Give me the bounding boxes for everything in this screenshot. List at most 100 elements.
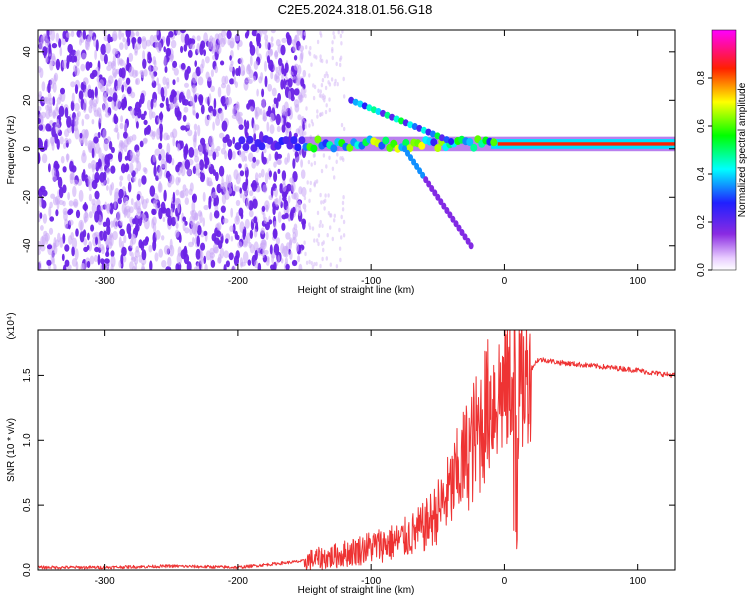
- noise-speckle: [319, 192, 322, 198]
- noise-speckle: [229, 225, 234, 232]
- noise-speckle: [248, 210, 254, 218]
- noise-speckle: [302, 69, 307, 78]
- noise-speckle: [135, 121, 139, 129]
- noise-speckle: [299, 52, 304, 64]
- upper-branch-blob: [416, 124, 423, 132]
- noise-speckle: [182, 184, 187, 192]
- noise-speckle: [38, 124, 44, 131]
- noise-speckle: [205, 142, 210, 153]
- noise-speckle: [175, 176, 180, 186]
- noise-speckle: [327, 193, 330, 198]
- noise-speckle: [264, 75, 268, 88]
- noise-speckle: [165, 266, 172, 270]
- noise-speckle: [44, 38, 50, 47]
- noise-speckle: [180, 31, 185, 43]
- noise-speckle: [182, 216, 187, 222]
- noise-speckle: [125, 77, 131, 86]
- noise-speckle: [220, 96, 226, 105]
- noise-speckle: [102, 128, 107, 141]
- noise-speckle: [310, 261, 313, 266]
- noise-speckle: [211, 191, 218, 199]
- noise-speckle: [93, 36, 97, 47]
- noise-speckle: [74, 122, 77, 132]
- noise-speckle: [342, 76, 345, 82]
- lower-branch-blob: [453, 220, 459, 228]
- noise-speckle: [167, 181, 172, 188]
- noise-speckle: [290, 95, 295, 102]
- noise-speckle: [307, 159, 311, 165]
- noise-speckle: [183, 99, 189, 106]
- band-blob: [238, 136, 246, 145]
- noise-speckle: [310, 119, 314, 124]
- noise-speckle: [158, 153, 162, 161]
- noise-speckle: [254, 249, 258, 261]
- noise-speckle: [80, 221, 83, 233]
- lower-branch-blob: [411, 158, 417, 166]
- noise-speckle: [304, 121, 307, 126]
- noise-speckle: [281, 124, 286, 133]
- noise-speckle: [247, 259, 252, 266]
- upper-branch-blob: [434, 132, 441, 140]
- noise-speckle: [275, 237, 281, 245]
- noise-speckle: [64, 218, 69, 229]
- noise-speckle: [248, 99, 254, 106]
- band-blob: [490, 138, 498, 147]
- noise-speckle: [317, 233, 321, 238]
- noise-speckle: [165, 77, 170, 86]
- noise-speckle: [225, 238, 229, 244]
- noise-speckle: [154, 39, 159, 50]
- noise-speckle: [91, 198, 96, 206]
- noise-speckle: [155, 128, 161, 140]
- noise-speckle: [339, 62, 342, 68]
- noise-speckle: [195, 66, 201, 77]
- noise-speckle: [337, 30, 340, 35]
- noise-speckle: [79, 132, 83, 139]
- noise-speckle: [270, 30, 276, 34]
- spectrogram-xlabel: Height of straight line (km): [298, 285, 415, 296]
- noise-speckle: [97, 158, 102, 168]
- noise-speckle: [329, 225, 332, 230]
- noise-speckle: [114, 48, 119, 54]
- noise-speckle: [59, 136, 64, 145]
- noise-speckle: [137, 178, 142, 188]
- noise-speckle: [151, 111, 156, 119]
- noise-speckle: [158, 166, 163, 177]
- colorbar-ticks: 0.0 0.2 0.4 0.6 0.8: [696, 71, 712, 277]
- band-blob: [418, 141, 426, 150]
- noise-speckle: [147, 51, 152, 61]
- noise-speckle: [64, 137, 69, 144]
- noise-speckle: [261, 98, 266, 109]
- noise-speckle: [135, 31, 140, 37]
- x-tick-label: -100: [361, 276, 381, 287]
- upper-branch-blob: [389, 113, 396, 121]
- noise-speckle: [68, 219, 74, 226]
- noise-speckle: [152, 154, 157, 163]
- noise-speckle: [317, 241, 320, 247]
- noise-speckle: [175, 30, 182, 36]
- noise-speckle: [316, 39, 320, 45]
- noise-speckle: [194, 223, 199, 232]
- noise-speckle: [208, 93, 212, 104]
- noise-speckle: [284, 101, 289, 112]
- noise-speckle: [56, 138, 60, 150]
- noise-speckle: [338, 227, 341, 233]
- lower-branch-blob: [417, 167, 423, 175]
- noise-speckle: [195, 248, 201, 260]
- noise-speckle: [195, 168, 200, 176]
- noise-speckle: [169, 238, 173, 251]
- noise-speckle: [304, 93, 307, 99]
- noise-speckle: [71, 123, 75, 134]
- noise-speckle: [295, 242, 299, 253]
- noise-speckle: [75, 228, 79, 237]
- noise-speckle: [253, 60, 259, 70]
- noise-speckle: [217, 86, 222, 98]
- noise-speckle: [295, 75, 299, 83]
- noise-speckle: [313, 54, 316, 59]
- noise-speckle: [61, 253, 65, 262]
- noise-speckle: [111, 30, 118, 42]
- noise-speckle: [244, 163, 248, 171]
- spectrogram-y-axis: -40 -20 0 20 40: [22, 46, 675, 253]
- noise-speckle: [94, 246, 100, 253]
- noise-speckle: [73, 179, 79, 186]
- noise-speckle: [86, 260, 91, 269]
